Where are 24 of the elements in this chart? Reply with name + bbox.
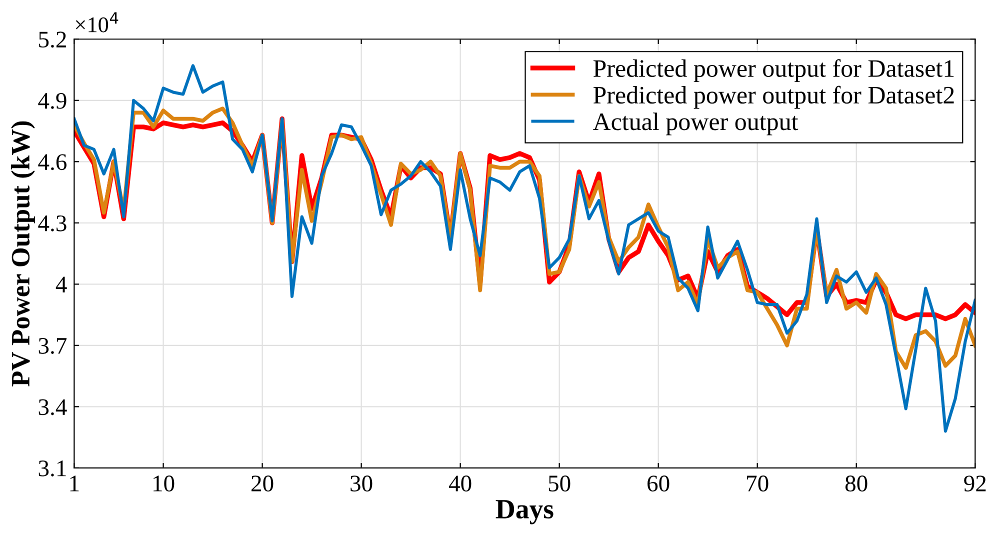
x-tick-label: 40	[448, 476, 472, 492]
y-tick-label: 5.2	[39, 32, 66, 48]
y-tick-label: 4	[56, 276, 67, 292]
x-tick-label: 30	[350, 476, 372, 492]
x-tick-label: 50	[548, 476, 570, 492]
y-tick-label: 4.6	[38, 154, 67, 170]
x-tick-label: 70	[747, 476, 768, 492]
legend-label: Actual power output	[593, 112, 798, 136]
y-axis-title: PV Power Output (kW)	[11, 121, 35, 386]
x-tick-label: 80	[845, 476, 868, 492]
legend-label: Predicted power output for Dataset2	[593, 86, 954, 109]
x-tick-label: 92	[964, 476, 986, 492]
y-tick-label: 4.9	[38, 92, 66, 109]
x-axis-title: Days	[496, 500, 554, 524]
text: ×10$^{4}$	[76, 12, 118, 32]
x-tick-label: 1	[70, 476, 79, 492]
y-tick-label: 3.4	[38, 399, 67, 416]
x-tick-label: 60	[648, 476, 670, 492]
y-tick-label: 3.7	[38, 338, 67, 354]
y-tick-label: 4.3	[38, 215, 66, 232]
legend-label: Predicted power output for Dataset1	[593, 59, 954, 82]
y-tick-label: 3.1	[38, 460, 66, 476]
x-tick-label: 10	[154, 476, 174, 492]
x-tick-label: 20	[252, 476, 274, 492]
